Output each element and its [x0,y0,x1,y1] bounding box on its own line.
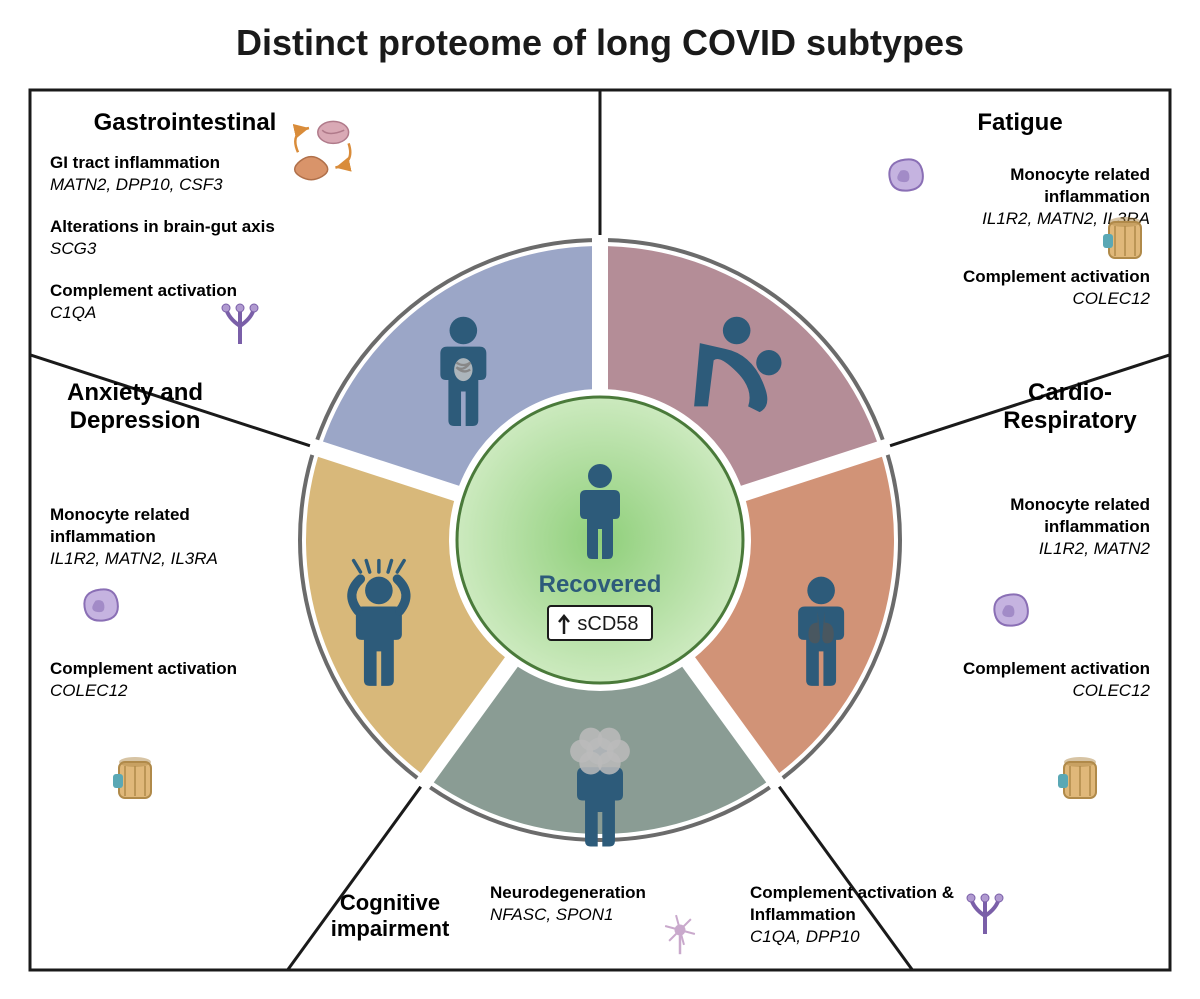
proteasome-icon [1058,757,1096,798]
monocyte-icon [994,594,1028,625]
svg-text:Cognitive: Cognitive [340,890,440,915]
svg-text:Cardio-: Cardio- [1028,379,1112,406]
svg-text:SCG3: SCG3 [50,239,97,258]
svg-text:GI tract inflammation: GI tract inflammation [50,153,220,172]
diagram-container: Recovered sCD58 Gastrointestinal GI tract … [20,80,1180,980]
svg-text:sCD58: sCD58 [577,613,638,635]
svg-text:Monocyte related: Monocyte related [50,505,190,524]
svg-text:Complement activation: Complement activation [50,659,237,678]
svg-text:C1QA, DPP10: C1QA, DPP10 [750,927,860,946]
monocyte-icon [84,589,118,620]
svg-text:Anxiety and: Anxiety and [67,379,203,406]
complement-icon [967,894,1003,934]
svg-text:Monocyte related: Monocyte related [1010,495,1150,514]
proteasome-icon [113,757,151,798]
svg-text:IL1R2, MATN2, IL3RA: IL1R2, MATN2, IL3RA [50,549,218,568]
svg-text:Depression: Depression [70,407,201,434]
svg-text:Alterations in brain-gut axis: Alterations in brain-gut axis [50,217,275,236]
svg-text:inflammation: inflammation [1044,187,1150,206]
neuron-icon [665,915,695,954]
svg-text:Complement activation: Complement activation [963,267,1150,286]
svg-text:Fatigue: Fatigue [977,109,1062,136]
svg-text:Monocyte related: Monocyte related [1010,165,1150,184]
svg-text:NFASC, SPON1: NFASC, SPON1 [490,905,613,924]
svg-text:IL1R2, MATN2: IL1R2, MATN2 [1039,539,1151,558]
monocyte-icon [889,159,923,190]
svg-text:Respiratory: Respiratory [1003,407,1137,434]
page-title: Distinct proteome of long COVID subtypes [0,0,1200,74]
svg-text:Inflammation: Inflammation [750,905,856,924]
brain-gut-icon [295,121,351,179]
svg-text:Complement activation: Complement activation [963,659,1150,678]
svg-text:COLEC12: COLEC12 [50,681,128,700]
svg-text:MATN2, DPP10, CSF3: MATN2, DPP10, CSF3 [50,175,223,194]
complement-icon [222,304,258,344]
svg-text:Neurodegeneration: Neurodegeneration [490,883,646,902]
svg-text:Complement activation: Complement activation [50,281,237,300]
svg-text:inflammation: inflammation [1044,517,1150,536]
svg-text:COLEC12: COLEC12 [1073,681,1151,700]
svg-text:impairment: impairment [331,916,450,941]
svg-text:Gastrointestinal: Gastrointestinal [94,109,277,136]
svg-text:Complement activation &: Complement activation & [750,883,954,902]
svg-text:C1QA: C1QA [50,303,96,322]
svg-text:inflammation: inflammation [50,527,156,546]
svg-text:COLEC12: COLEC12 [1073,289,1151,308]
center-circle: Recovered sCD58 [457,397,743,683]
svg-text:Recovered: Recovered [539,571,662,598]
main-svg: Recovered sCD58 Gastrointestinal GI tract … [20,80,1180,980]
